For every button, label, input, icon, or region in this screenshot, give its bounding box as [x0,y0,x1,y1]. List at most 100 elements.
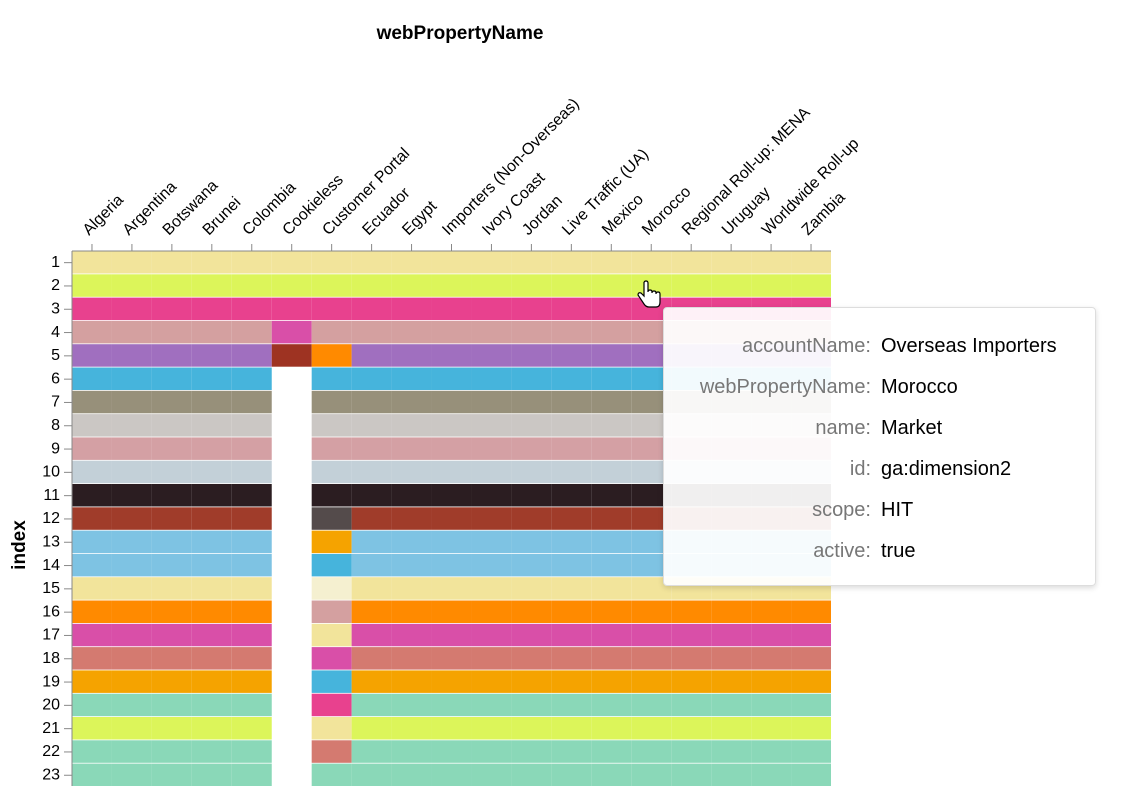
tooltip-key: active: [813,540,871,562]
heatmap-cell [391,437,432,460]
heatmap-cell [311,647,352,670]
heatmap-cell [72,390,112,414]
heatmap-cell [191,460,232,484]
heatmap-cell [551,507,592,530]
heatmap-cell [231,740,272,763]
heatmap-cell [111,460,152,484]
heatmap-cell [591,577,632,600]
heatmap-cell [431,414,472,437]
heatmap-cell [631,553,672,577]
heatmap-cell [591,367,632,390]
heatmap-cell [271,297,312,321]
heatmap-cell [191,693,232,717]
heatmap-cell [351,507,392,530]
heatmap-cell [551,251,592,274]
heatmap-cell [471,577,512,600]
heatmap-cell [311,484,352,507]
heatmap-cell [231,553,272,577]
tooltip-value: true [881,540,916,562]
heatmap-cell [671,693,712,717]
heatmap-cell [711,693,752,717]
heatmap-cell [191,251,232,274]
heatmap-cell [151,647,192,670]
heatmap-cell [591,251,632,274]
heatmap-cell [631,693,672,717]
heatmap-cell [431,274,472,297]
heatmap-cell [351,390,392,414]
heatmap-cell [391,390,432,414]
heatmap-cell [551,717,592,740]
heatmap-cell [391,414,432,437]
heatmap-cell [431,507,472,530]
y-tick-label: 2 [51,277,60,294]
heatmap-cell [431,344,472,367]
heatmap-cell [311,530,352,554]
heatmap-cell [711,251,752,274]
heatmap-cell [551,647,592,670]
heatmap-cell [111,577,152,600]
heatmap-cell [72,251,112,274]
heatmap-cell [231,693,272,717]
heatmap-cell [751,740,792,763]
heatmap-cell [391,693,432,717]
heatmap-cell [711,670,752,693]
heatmap-cell [671,647,712,670]
heatmap-cell [791,647,831,670]
heatmap-cell [311,344,352,367]
heatmap-cell [72,297,112,321]
heatmap-cell [551,740,592,763]
heatmap-cell [471,297,512,321]
heatmap-cell [591,693,632,717]
heatmap-cell [151,414,192,437]
heatmap-cell [72,553,112,577]
heatmap-cell [591,390,632,414]
tooltip-row: scope: HIT [664,495,1095,525]
heatmap-cell [231,484,272,507]
heatmap-cell [151,600,192,623]
heatmap-cell [311,600,352,623]
heatmap-cell [471,717,512,740]
heatmap-cell [191,600,232,623]
heatmap-cell [551,600,592,623]
heatmap-cell [391,484,432,507]
heatmap-cell [151,577,192,600]
y-tick-label: 16 [42,603,60,620]
y-tick-label: 4 [51,324,60,341]
heatmap-cell [791,670,831,693]
heatmap-cell [631,367,672,390]
heatmap-cell [431,740,472,763]
heatmap-cell [151,460,192,484]
heatmap-cell [591,647,632,670]
heatmap-cell [191,623,232,647]
heatmap-cell [72,600,112,623]
heatmap-cell [111,414,152,437]
heatmap-cell [711,717,752,740]
heatmap-cell [791,274,831,297]
heatmap-cell [191,577,232,600]
heatmap-cell [431,530,472,554]
heatmap-cell [391,297,432,321]
heatmap-cell [751,717,792,740]
y-tick-label: 3 [51,300,60,317]
heatmap-cell [431,297,472,321]
heatmap-cell [591,274,632,297]
heatmap-cell [72,717,112,740]
heatmap-cell [471,693,512,717]
tooltip-row: accountName: Overseas Importers [664,331,1095,361]
y-tick-label: 19 [42,673,60,690]
heatmap-cell [751,623,792,647]
y-tick-label: 8 [51,417,60,434]
heatmap-cell [391,740,432,763]
heatmap-cell [311,717,352,740]
heatmap-cell [471,437,512,460]
tooltip-row: active: true [664,536,1095,566]
heatmap-cell [111,367,152,390]
heatmap-cell [471,414,512,437]
heatmap-cell [511,717,552,740]
heatmap-cell [111,647,152,670]
heatmap-cell [351,693,392,717]
heatmap-cell [551,577,592,600]
heatmap-cell [151,297,192,321]
y-tick-label: 17 [42,627,60,644]
heatmap-cell [631,274,672,297]
